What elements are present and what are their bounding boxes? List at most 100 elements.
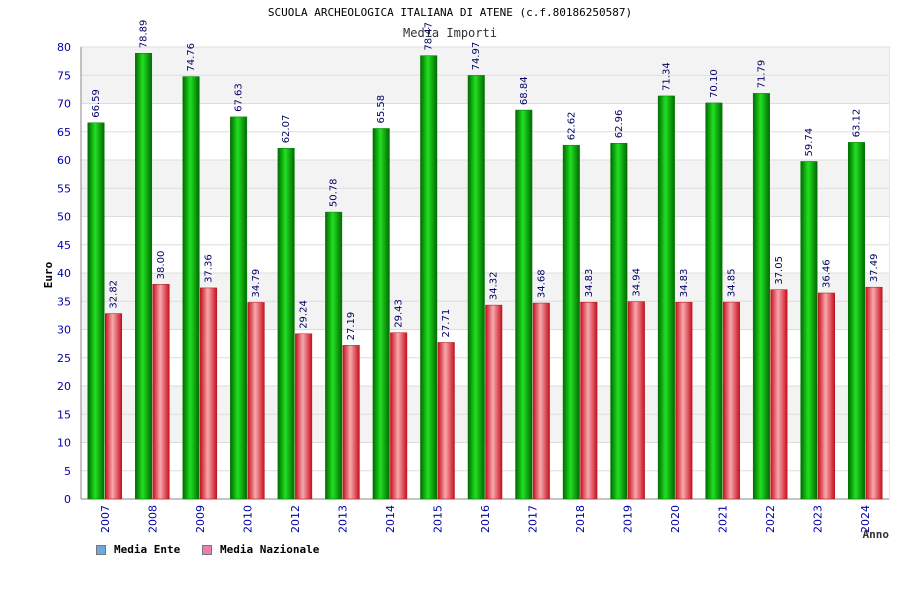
data-label-media-nazionale: 27.71 — [441, 309, 452, 338]
legend-label-media-ente: Media Ente — [114, 543, 181, 556]
data-label-media-nazionale: 34.83 — [679, 269, 690, 298]
bar-media-ente — [182, 76, 200, 500]
bar-media-nazionale — [865, 286, 883, 500]
bar-media-nazionale — [247, 302, 265, 500]
chart-title: SCUOLA ARCHEOLOGICA ITALIANA DI ATENE (c… — [267, 6, 633, 19]
bar-media-nazionale — [532, 302, 550, 500]
bar-media-ente — [515, 109, 533, 500]
bar-media-nazionale — [627, 301, 645, 500]
data-label-media-nazionale: 29.43 — [394, 299, 405, 328]
bar-media-nazionale — [580, 301, 598, 500]
bar-media-ente — [135, 53, 153, 500]
data-label-media-ente: 78.47 — [424, 22, 435, 51]
data-label-media-ente: 71.79 — [756, 60, 767, 89]
y-tick-label: 20 — [57, 380, 71, 393]
bar-media-nazionale — [105, 313, 123, 500]
bar-media-ente — [230, 116, 248, 500]
data-label-media-ente: 50.78 — [329, 178, 340, 207]
data-label-media-ente: 68.84 — [519, 76, 530, 105]
y-tick-label: 15 — [57, 408, 71, 421]
y-tick-label: 40 — [57, 267, 71, 280]
bar-media-ente — [372, 128, 390, 500]
data-label-media-nazionale: 34.79 — [251, 269, 262, 298]
bar-media-nazionale — [485, 304, 503, 500]
y-tick-label: 65 — [57, 126, 71, 139]
bar-media-nazionale — [817, 292, 835, 500]
data-label-media-ente: 62.07 — [281, 115, 292, 144]
chart-subtitle: Media Importi — [403, 26, 497, 40]
data-label-media-ente: 67.63 — [234, 83, 245, 112]
bar-media-nazionale — [770, 289, 788, 500]
bar-media-nazionale — [437, 342, 455, 500]
data-label-media-nazionale: 37.36 — [204, 254, 215, 283]
x-tick-label: 2018 — [574, 505, 587, 533]
bar-media-nazionale — [675, 301, 693, 500]
y-tick-label: 30 — [57, 324, 71, 337]
legend-swatch-media-nazionale — [202, 544, 212, 555]
bar-media-nazionale — [722, 301, 740, 500]
y-tick-label: 5 — [64, 465, 71, 478]
bar-media-ente — [657, 95, 675, 500]
data-label-media-ente: 65.58 — [376, 95, 387, 124]
data-label-media-ente: 63.12 — [851, 109, 862, 138]
x-tick-label: 2010 — [241, 505, 254, 533]
data-label-media-ente: 71.34 — [661, 62, 672, 91]
y-tick-label: 0 — [64, 493, 71, 506]
bar-media-ente — [800, 161, 818, 500]
bar-media-ente — [705, 102, 723, 500]
bar-media-ente — [610, 143, 628, 500]
legend-item-media-ente: Media Ente — [96, 543, 180, 556]
bar-media-nazionale — [200, 287, 218, 500]
x-tick-label: 2009 — [194, 505, 207, 533]
data-label-media-nazionale: 34.32 — [489, 271, 500, 300]
data-label-media-nazionale: 37.49 — [869, 254, 880, 283]
bar-media-nazionale — [390, 332, 408, 500]
data-label-media-nazionale: 34.83 — [584, 269, 595, 298]
x-tick-label: 2014 — [384, 505, 397, 533]
x-axis-title: Anno — [863, 528, 890, 541]
data-label-media-ente: 78.89 — [139, 20, 150, 49]
data-label-media-ente: 66.59 — [91, 89, 102, 118]
data-label-media-nazionale: 27.19 — [346, 312, 357, 341]
bar-media-ente — [87, 122, 105, 500]
y-tick-label: 60 — [57, 154, 71, 167]
bar-media-ente — [420, 55, 438, 500]
bar-media-ente — [467, 75, 485, 500]
x-tick-label: 2017 — [527, 505, 540, 533]
data-label-media-ente: 70.10 — [709, 69, 720, 98]
bar-media-ente — [847, 142, 865, 500]
bar-media-nazionale — [342, 345, 360, 500]
data-label-media-ente: 59.74 — [804, 128, 815, 157]
x-tick-label: 2024 — [859, 505, 872, 533]
data-label-media-ente: 74.97 — [471, 42, 482, 71]
y-tick-label: 50 — [57, 211, 71, 224]
data-label-media-nazionale: 37.05 — [774, 256, 785, 285]
y-axis-title: Euro — [42, 261, 55, 288]
x-tick-label: 2020 — [669, 505, 682, 533]
bar-media-ente — [277, 148, 295, 500]
legend-label-media-nazionale: Media Nazionale — [220, 543, 320, 556]
x-tick-label: 2022 — [764, 505, 777, 533]
y-tick-label: 70 — [57, 98, 71, 111]
data-label-media-nazionale: 36.46 — [821, 259, 832, 288]
data-label-media-ente: 74.76 — [186, 43, 197, 72]
x-tick-label: 2013 — [336, 505, 349, 533]
y-tick-label: 55 — [57, 182, 71, 195]
data-label-media-ente: 62.96 — [614, 110, 625, 139]
data-label-media-nazionale: 38.00 — [156, 251, 167, 280]
y-tick-label: 45 — [57, 239, 71, 252]
bar-media-nazionale — [295, 333, 313, 500]
legend-item-media-nazionale: Media Nazionale — [202, 543, 319, 556]
x-tick-label: 2021 — [717, 505, 730, 533]
data-label-media-nazionale: 29.24 — [299, 300, 310, 329]
y-tick-label: 75 — [57, 69, 71, 82]
y-tick-label: 10 — [57, 437, 71, 450]
bar-media-ente — [562, 144, 580, 500]
y-tick-label: 35 — [57, 295, 71, 308]
x-tick-label: 2012 — [289, 505, 302, 533]
x-tick-label: 2023 — [812, 505, 825, 533]
bar-media-ente — [325, 211, 343, 500]
bar-media-nazionale — [152, 284, 170, 500]
data-label-media-nazionale: 32.82 — [109, 280, 120, 309]
